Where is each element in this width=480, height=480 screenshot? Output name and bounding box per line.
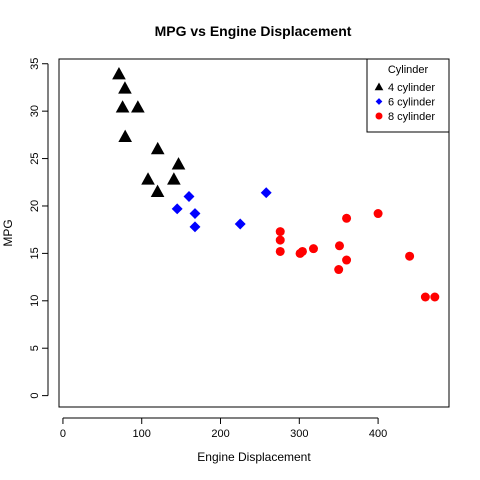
data-point-series-1: [234, 218, 246, 230]
data-point-series-2: [275, 235, 285, 245]
chart-title: MPG vs Engine Displacement: [155, 23, 352, 39]
data-point-series-1: [183, 191, 195, 202]
y-tick-label: 5: [29, 345, 41, 351]
legend-marker-1: [375, 98, 383, 105]
y-tick-label: 15: [29, 247, 41, 259]
legend: Cylinder 4 cylinder 6 cylinder 8 cylinder: [366, 58, 450, 133]
data-point-series-0: [118, 129, 133, 142]
data-point-series-0: [167, 172, 181, 185]
x-tick-label: 100: [133, 428, 151, 440]
x-tick-label: 400: [369, 428, 387, 440]
plot-area-frame: [58, 58, 450, 408]
y-tick-label: 30: [29, 105, 41, 117]
y-tick-label: 10: [29, 295, 41, 307]
legend-label-0: 4 cylinder: [388, 82, 435, 94]
data-point-series-2: [297, 246, 307, 256]
data-point-series-2: [275, 227, 285, 237]
data-point-series-0: [171, 157, 186, 170]
data-point-series-2: [342, 213, 352, 223]
data-point-series-0: [141, 172, 155, 185]
data-point-series-2: [275, 246, 285, 256]
legend-marker-0: [374, 82, 384, 91]
data-point-series-1: [260, 187, 272, 199]
legend-box: [366, 58, 450, 133]
y-axis: 0 5 10 15 20 25 30 35: [29, 58, 49, 399]
data-point-series-2: [430, 292, 440, 302]
data-point-series-2: [308, 244, 318, 254]
legend-marker-2: [375, 112, 383, 120]
y-tick-label: 0: [29, 393, 41, 399]
y-tick-label: 20: [29, 200, 41, 212]
data-point-series-2: [405, 251, 415, 261]
data-point-series-0: [115, 100, 130, 113]
data-point-series-2: [373, 209, 383, 219]
data-point-series-0: [150, 141, 165, 155]
data-point-series-2: [334, 265, 344, 275]
x-axis-label: Engine Displacement: [197, 450, 311, 464]
data-points: [112, 67, 440, 302]
data-point-series-2: [334, 241, 344, 251]
x-tick-label: 0: [60, 428, 66, 440]
legend-label-1: 6 cylinder: [388, 97, 435, 109]
data-point-series-2: [342, 255, 352, 265]
data-point-series-0: [150, 184, 165, 197]
legend-title: Cylinder: [388, 64, 429, 76]
x-tick-label: 200: [211, 428, 229, 440]
legend-label-2: 8 cylinder: [388, 111, 435, 123]
x-axis: 0 100 200 300 400: [60, 417, 387, 440]
y-tick-label: 25: [29, 152, 41, 164]
y-axis-label: MPG: [1, 219, 15, 246]
data-point-series-2: [420, 292, 430, 302]
data-point-series-1: [171, 203, 183, 215]
data-point-series-0: [112, 67, 126, 80]
data-point-series-0: [131, 100, 145, 113]
y-tick-label: 35: [29, 58, 41, 70]
x-tick-label: 300: [290, 428, 308, 440]
data-point-series-0: [118, 81, 132, 94]
legend-items: 4 cylinder 6 cylinder 8 cylinder: [374, 82, 435, 123]
data-point-series-1: [189, 208, 201, 220]
data-point-series-1: [189, 221, 201, 233]
